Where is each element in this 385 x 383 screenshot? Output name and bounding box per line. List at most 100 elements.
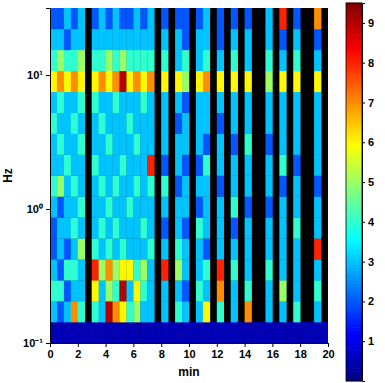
cell (140, 134, 147, 155)
cell (106, 92, 113, 113)
x-tick: 18 (295, 343, 307, 360)
cell (147, 301, 154, 322)
cell (140, 113, 147, 134)
cell (64, 50, 71, 71)
cell (57, 322, 64, 343)
cell (64, 134, 71, 155)
colorbar-tick-label: 6 (368, 136, 374, 148)
cell (106, 71, 113, 92)
cell (265, 175, 272, 196)
cell (245, 238, 252, 259)
colorbar-tick-mark (362, 102, 365, 103)
cell (175, 50, 182, 71)
cell (92, 155, 99, 176)
cell (161, 113, 168, 134)
cell (217, 8, 224, 29)
x-tick-mark (300, 343, 301, 347)
cell (196, 8, 203, 29)
cell (99, 301, 106, 322)
cell (99, 280, 106, 301)
cell (92, 322, 99, 343)
cell (50, 71, 57, 92)
cell (92, 196, 99, 217)
colorbar-tick-label: 1 (368, 335, 374, 347)
cell (120, 29, 127, 50)
cell (147, 134, 154, 155)
cell (126, 71, 133, 92)
cell (272, 322, 279, 343)
cell (265, 50, 272, 71)
cell (314, 8, 321, 29)
cell (126, 301, 133, 322)
cell (99, 113, 106, 134)
colorbar-axis: 123456789 (362, 4, 375, 382)
cell (99, 71, 106, 92)
cell (106, 322, 113, 343)
cell (57, 113, 64, 134)
cell (133, 238, 140, 259)
cell (147, 217, 154, 238)
cell (71, 50, 78, 71)
cell (217, 238, 224, 259)
x-tick: 14 (239, 343, 252, 360)
cell (293, 134, 300, 155)
cell (265, 8, 272, 29)
x-tick-label: 14 (239, 348, 252, 360)
cell (307, 322, 314, 343)
cell (92, 50, 99, 71)
colorbar-tick-label: 9 (368, 17, 374, 29)
cell (279, 238, 286, 259)
cell (140, 175, 147, 196)
x-tick: 8 (159, 343, 165, 360)
cell (106, 238, 113, 259)
cell (92, 259, 99, 280)
cell (182, 238, 189, 259)
x-tick-label: 20 (322, 348, 334, 360)
colorbar-tick-label: 4 (368, 216, 375, 228)
cell (293, 322, 300, 343)
cell (57, 155, 64, 176)
cell (99, 196, 106, 217)
cell (314, 322, 321, 343)
colorbar-tick-label: 3 (368, 256, 374, 268)
cell (175, 175, 182, 196)
cell (314, 301, 321, 322)
cell (293, 8, 300, 29)
cell (203, 280, 210, 301)
cell (217, 50, 224, 71)
cell (182, 92, 189, 113)
cell (196, 113, 203, 134)
colorbar-tick-label: 7 (368, 96, 374, 108)
cell (265, 71, 272, 92)
y-axis-title: Hz (1, 168, 15, 183)
cell (113, 134, 120, 155)
cell (126, 280, 133, 301)
colorbar-tick: 7 (362, 96, 374, 108)
x-tick-mark (328, 343, 329, 347)
cell (314, 155, 321, 176)
cell (50, 155, 57, 176)
cell (161, 238, 168, 259)
cell (196, 280, 203, 301)
cell (78, 113, 85, 134)
cell (133, 155, 140, 176)
x-tick-label: 8 (159, 348, 165, 360)
cell (78, 280, 85, 301)
cell (196, 50, 203, 71)
cell (314, 175, 321, 196)
cell (279, 155, 286, 176)
cell (113, 71, 120, 92)
cell (217, 280, 224, 301)
cell (321, 322, 328, 343)
cell (57, 196, 64, 217)
cell (92, 175, 99, 196)
cell (50, 29, 57, 50)
cell (147, 113, 154, 134)
cell (182, 280, 189, 301)
x-tick-mark (133, 343, 134, 347)
cell (106, 259, 113, 280)
cell (245, 71, 252, 92)
cell (92, 134, 99, 155)
cell (92, 8, 99, 29)
cell (245, 322, 252, 343)
